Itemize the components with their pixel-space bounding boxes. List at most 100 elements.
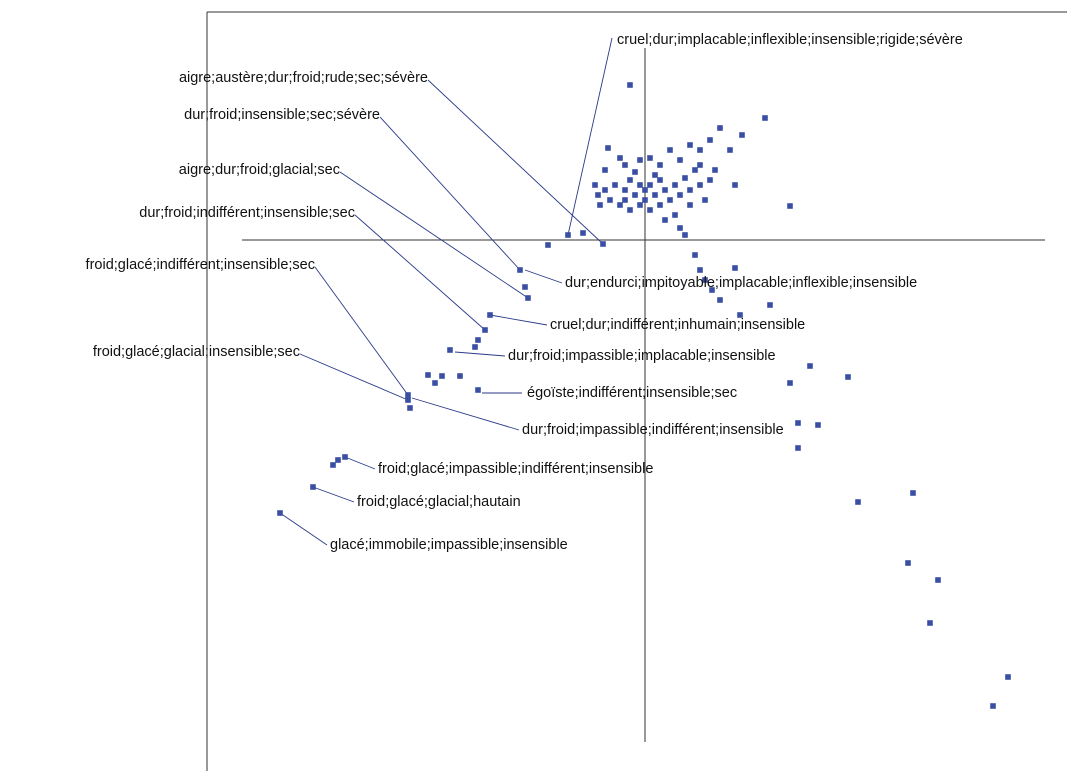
point — [637, 202, 643, 208]
point — [662, 187, 668, 193]
annotation: dur;froid;impassible;indifférent;insensi… — [522, 422, 784, 438]
point — [652, 172, 658, 178]
leader-line — [489, 314, 548, 326]
point — [692, 167, 698, 173]
point — [657, 177, 663, 183]
point — [457, 373, 463, 379]
leader-line — [567, 37, 613, 236]
point — [697, 182, 703, 188]
point — [475, 337, 481, 343]
point — [739, 132, 745, 138]
point — [330, 462, 336, 468]
annotation: cruel;dur;implacable;inflexible;insensib… — [617, 32, 963, 48]
annotation: glacé;immobile;impassible;insensible — [330, 537, 568, 553]
point — [855, 499, 861, 505]
point — [482, 327, 488, 333]
leader-line — [454, 351, 506, 357]
point — [342, 454, 348, 460]
point — [697, 267, 703, 273]
point — [597, 202, 603, 208]
point — [475, 387, 481, 393]
annotation: froid;glacé;glacial;hautain — [357, 494, 521, 510]
point — [707, 177, 713, 183]
leader-line — [411, 397, 520, 431]
point — [522, 284, 528, 290]
point — [642, 197, 648, 203]
point — [617, 155, 623, 161]
point — [709, 287, 715, 293]
annotation: dur;froid;indifférent;insensible;sec — [139, 205, 355, 221]
point — [697, 147, 703, 153]
point — [647, 207, 653, 213]
point — [647, 182, 653, 188]
point — [595, 192, 601, 198]
point — [627, 82, 633, 88]
point — [447, 347, 453, 353]
point — [697, 162, 703, 168]
point — [580, 230, 586, 236]
point — [712, 167, 718, 173]
point — [637, 182, 643, 188]
point — [717, 297, 723, 303]
point — [602, 167, 608, 173]
point — [682, 232, 688, 238]
point — [627, 207, 633, 213]
point — [677, 157, 683, 163]
point — [407, 405, 413, 411]
leader-line — [299, 353, 409, 401]
point — [335, 457, 341, 463]
point — [662, 217, 668, 223]
point — [432, 380, 438, 386]
point — [672, 182, 678, 188]
leader-line — [354, 214, 486, 331]
annotation: égoïste;indifférent;insensible;sec — [527, 385, 737, 401]
point — [405, 397, 411, 403]
leader-line — [344, 456, 376, 470]
point — [425, 372, 431, 378]
point — [762, 115, 768, 121]
point — [622, 197, 628, 203]
point — [605, 145, 611, 151]
point — [702, 277, 708, 283]
point — [767, 302, 773, 308]
leader-line — [312, 486, 355, 503]
point — [642, 187, 648, 193]
annotation: aigre;austère;dur;froid;rude;sec;sévère — [179, 70, 428, 86]
point — [732, 182, 738, 188]
point — [795, 445, 801, 451]
leader-line — [279, 512, 328, 546]
point — [545, 242, 551, 248]
point — [667, 197, 673, 203]
point — [687, 202, 693, 208]
point — [935, 577, 941, 583]
point — [565, 232, 571, 238]
point — [905, 560, 911, 566]
point — [732, 265, 738, 271]
point — [717, 125, 723, 131]
point — [692, 252, 698, 258]
point — [622, 162, 628, 168]
point — [677, 225, 683, 231]
point — [787, 380, 793, 386]
leader-line — [427, 79, 604, 245]
point — [682, 175, 688, 181]
point — [277, 510, 283, 516]
point — [795, 420, 801, 426]
point — [910, 490, 916, 496]
point — [627, 177, 633, 183]
annotation: froid;glacé;indifférent;insensible;sec — [86, 257, 315, 273]
annotation: froid;glacé;impassible;indifférent;insen… — [378, 461, 653, 477]
annotation: dur;froid;impassible;implacable;insensib… — [508, 348, 776, 364]
leader-line — [314, 266, 409, 396]
point — [600, 241, 606, 247]
annotation: froid;glacé;glacial;insensible;sec — [93, 344, 300, 360]
point — [617, 202, 623, 208]
point — [405, 392, 411, 398]
point — [727, 147, 733, 153]
leader-line — [524, 269, 563, 284]
point — [672, 212, 678, 218]
point — [845, 374, 851, 380]
point — [657, 162, 663, 168]
annotation: aigre;dur;froid;glacial;sec — [179, 162, 340, 178]
point — [1005, 674, 1011, 680]
